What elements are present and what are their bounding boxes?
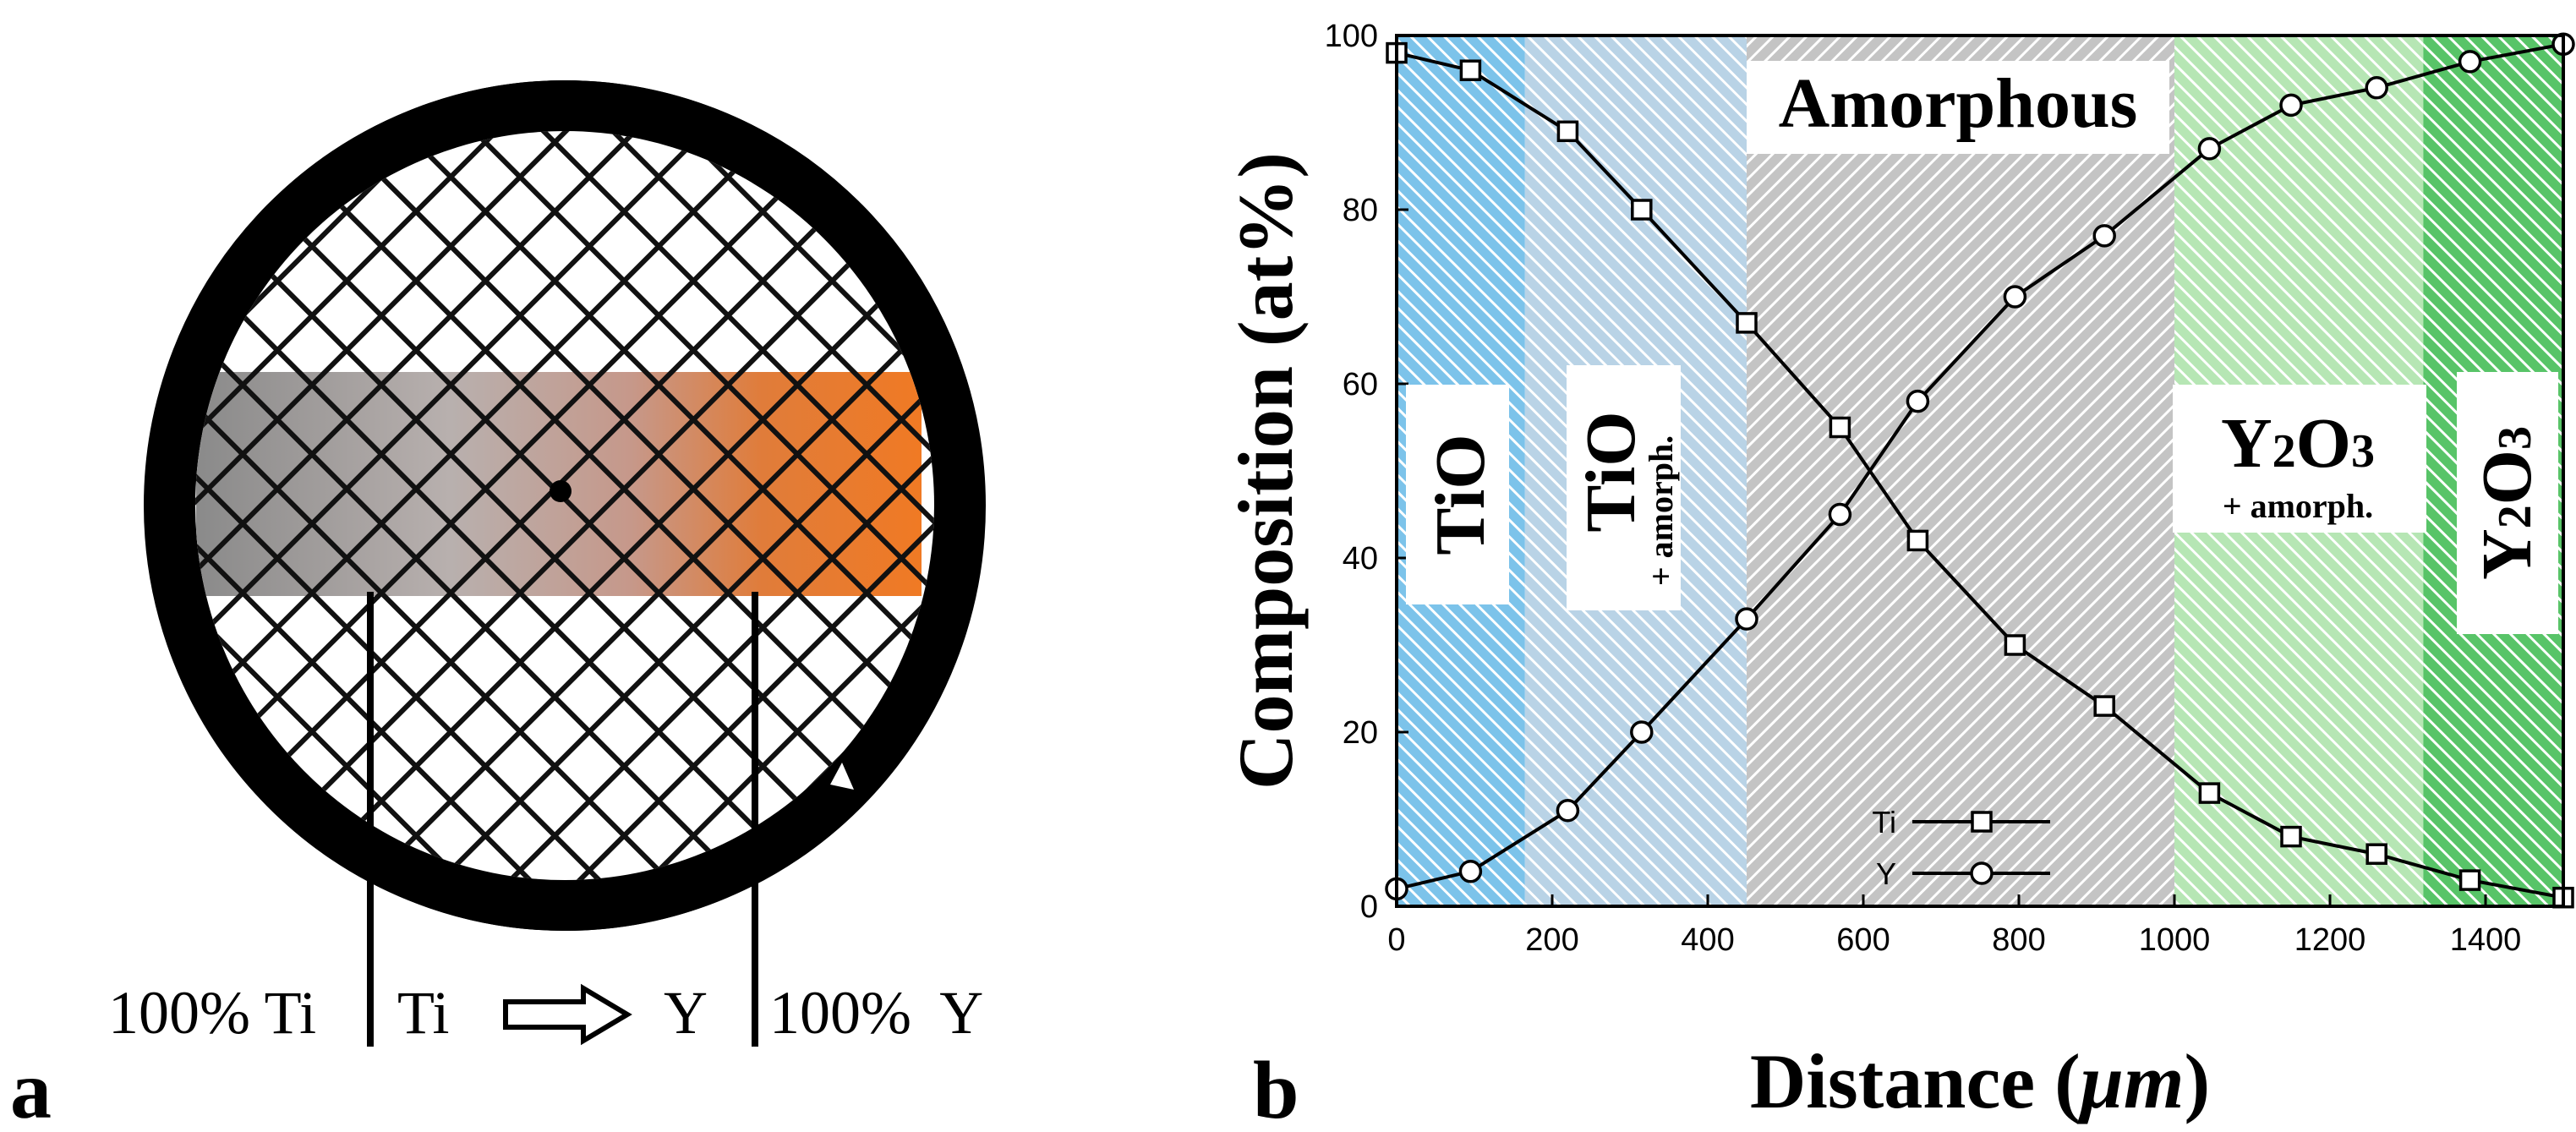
legend-marker-square-icon	[1971, 811, 1993, 833]
data-point-y	[2458, 50, 2482, 74]
y-axis-title: Composition (at%)	[1222, 152, 1309, 790]
x-tick-label: 200	[1525, 922, 1578, 958]
region-hatch-2	[1747, 36, 2174, 906]
panel-a-label: a	[10, 1045, 52, 1132]
region-sublabel-tio-amorph: + amorph.	[1642, 435, 1680, 586]
x-tick-label: 1400	[2450, 922, 2522, 958]
region-sublabel-y2o3-amorph: + amorph.	[2223, 487, 2373, 525]
data-point-y	[2365, 76, 2388, 100]
data-point-ti	[2004, 634, 2026, 656]
panel-b-label: b	[1253, 1045, 1299, 1132]
data-point-y	[2279, 93, 2303, 118]
legend-label-ti: Ti	[1872, 805, 1896, 839]
x-tick-label: 1000	[2139, 922, 2211, 958]
region-label-y2o3: Y2O3	[2468, 426, 2546, 580]
region-label-y2o3-amorph: Y2O3	[2221, 404, 2375, 483]
panel-a-grid-schematic: 100% Ti Ti Y 100% Y a	[10, 80, 986, 1132]
data-point-y	[2092, 224, 2116, 248]
data-point-y	[1556, 798, 1580, 823]
y-tick-label: 0	[1360, 889, 1378, 925]
y-tick-label: 60	[1343, 367, 1378, 402]
data-point-ti	[1556, 120, 1579, 143]
region-label-bg-y2o3	[2457, 372, 2558, 634]
legend-label-y: Y	[1876, 856, 1896, 891]
x-tick-label: 600	[1836, 922, 1890, 958]
data-point-ti	[2280, 825, 2302, 848]
grid-center-dot	[550, 480, 572, 502]
x-tick-label: 0	[1387, 922, 1405, 958]
mesh-bars	[195, 131, 934, 880]
series-line-ti	[1396, 51, 2564, 900]
data-point-ti	[2458, 869, 2481, 891]
data-point-ti	[1736, 312, 1758, 334]
y-tick-label: 40	[1343, 541, 1378, 577]
data-point-y	[1735, 607, 1758, 631]
region-label-bg-y2o3-amorph	[2173, 385, 2426, 533]
rim-notch	[830, 763, 854, 790]
region-labels: TiO TiO + amorph. Amorphous Y2O3 + amorp…	[1406, 61, 2558, 634]
axis-ticks: 0 200 400 600 800 1000 1200 1400 0 20 40 60 80 100	[1325, 19, 2522, 958]
label-y: Y	[664, 979, 708, 1047]
data-point-ti	[1459, 59, 1482, 81]
y-tick-label: 80	[1343, 193, 1378, 228]
data-point-ti	[2093, 695, 2115, 717]
label-ti: Ti	[397, 979, 449, 1047]
region-label-tio-amorph: TiO	[1572, 411, 1650, 532]
data-point-y	[2197, 137, 2222, 161]
series-line-y	[1396, 42, 2564, 891]
region-label-bg-tio	[1406, 385, 1509, 604]
data-point-ti	[2365, 843, 2387, 865]
panel-b-chart: 0 200 400 600 800 1000 1200 1400 0 20 40 60 80 100 Ti…	[1222, 19, 2575, 1132]
data-point-ti	[1631, 199, 1653, 221]
legend-marker-circle-icon	[1970, 861, 1994, 885]
arrow-right-icon	[503, 983, 632, 1046]
y-tick-label: 20	[1343, 715, 1378, 751]
data-point-y	[1458, 860, 1483, 883]
data-point-y	[2003, 285, 2027, 309]
data-point-y	[1828, 502, 1852, 527]
x-tick-label: 800	[1992, 922, 2045, 958]
label-100-y: 100% Y	[769, 979, 983, 1047]
plot-frame	[1395, 34, 2565, 908]
grid-rim-ring	[144, 80, 986, 931]
x-axis-title: Distance (μm)	[1750, 1038, 2210, 1124]
region-label-bg-amorphous	[1747, 61, 2169, 154]
data-point-ti	[2198, 782, 2221, 804]
data-point-y	[1906, 389, 1930, 413]
y-tick-label: 100	[1325, 19, 1378, 54]
data-point-ti	[1906, 529, 1929, 552]
data-point-y	[1630, 720, 1654, 744]
region-label-amorphous: Amorphous	[1779, 64, 2138, 143]
region-label-bg-tio-amorph	[1567, 365, 1681, 610]
x-tick-label: 400	[1681, 922, 1734, 958]
legend: Ti Y	[1872, 805, 2050, 891]
x-tick-label: 1200	[2294, 922, 2366, 958]
region-label-tio: TiO	[1421, 434, 1500, 555]
label-100-ti: 100% Ti	[108, 979, 316, 1047]
data-point-ti	[1829, 416, 1851, 439]
